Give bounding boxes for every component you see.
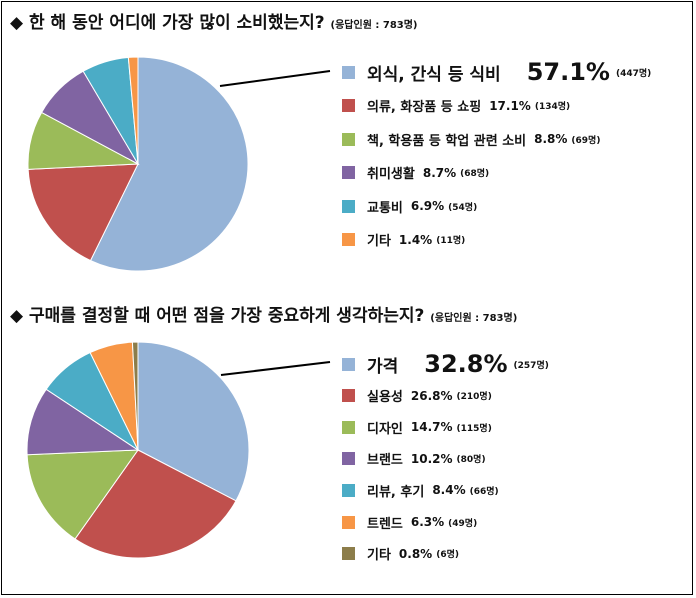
legend-count: (54명) bbox=[448, 202, 478, 213]
legend-percent: 0.8% bbox=[398, 546, 433, 561]
chart1-title: ◆ 한 해 동안 어디에 가장 많이 소비했는지? (응답인원 : 783명) bbox=[10, 13, 418, 33]
chart1-legend-item-4: 취미생활 8.7% (68명) bbox=[342, 163, 489, 183]
chart2-slice-3 bbox=[26, 449, 139, 540]
chart1-legend-item-6: 기타 1.4% (11명) bbox=[342, 230, 465, 250]
legend-percent: 6.3% bbox=[410, 515, 445, 529]
legend-swatch bbox=[342, 452, 355, 466]
chart1-leader-line bbox=[219, 70, 331, 87]
legend-percent: 32.8% bbox=[424, 350, 508, 378]
chart2-legend-item-5: 리뷰, 후기 8.4% (66명) bbox=[342, 480, 499, 500]
legend-swatch bbox=[342, 233, 355, 246]
legend-percent: 17.1% bbox=[489, 98, 531, 113]
legend-percent: 10.2% bbox=[410, 451, 453, 466]
legend-count: (6명) bbox=[436, 550, 459, 561]
legend-swatch bbox=[342, 420, 355, 434]
legend-label: 기타 bbox=[367, 234, 391, 249]
legend-swatch bbox=[342, 547, 355, 561]
legend-label: 의류, 화장품 등 쇼핑 bbox=[367, 100, 482, 115]
chart1-legend-item-2: 의류, 화장품 등 쇼핑 17.1% (134명) bbox=[342, 96, 570, 116]
legend-percent: 57.1% bbox=[526, 58, 610, 86]
chart2-legend-item-1: 가격 32.8% (257명) bbox=[342, 350, 549, 378]
legend-percent: 8.7% bbox=[422, 165, 457, 180]
legend-percent: 8.8% bbox=[534, 132, 568, 146]
chart2-legend-item-3: 디자인 14.7% (115명) bbox=[342, 417, 492, 437]
legend-label: 취미생활 bbox=[367, 167, 415, 182]
legend-count: (210명) bbox=[456, 392, 492, 403]
chart2-legend-item-6: 트렌드 6.3% (49명) bbox=[342, 512, 477, 532]
chart2-slice-4 bbox=[26, 388, 140, 456]
legend-percent: 1.4% bbox=[398, 232, 433, 247]
chart2-slice-7 bbox=[131, 341, 139, 451]
legend-swatch bbox=[342, 132, 355, 146]
legend-count: (447명) bbox=[615, 68, 652, 79]
chart1-slice-6 bbox=[127, 56, 139, 165]
legend-count: (134명) bbox=[534, 102, 571, 112]
legend-swatch bbox=[342, 99, 355, 112]
legend-count: (68명) bbox=[460, 169, 490, 179]
chart2-legend-item-4: 브랜드 10.2% (80명) bbox=[342, 449, 486, 469]
legend-swatch bbox=[342, 483, 355, 497]
legend-label: 교통비 bbox=[367, 200, 403, 216]
legend-label: 실용성 bbox=[367, 390, 403, 406]
legend-percent: 8.4% bbox=[432, 483, 466, 498]
legend-percent: 14.7% bbox=[410, 420, 453, 435]
chart2-slice-1 bbox=[137, 341, 250, 502]
chart2-slice-2 bbox=[74, 449, 237, 559]
legend-count: (66명) bbox=[469, 486, 499, 497]
chart1-respondents: (응답인원 : 783명) bbox=[330, 20, 418, 31]
legend-label: 트렌드 bbox=[367, 516, 403, 532]
legend-count: (80명) bbox=[456, 455, 486, 466]
legend-swatch bbox=[342, 199, 355, 213]
legend-label: 브랜드 bbox=[367, 453, 403, 469]
chart1-slice-1 bbox=[89, 56, 249, 272]
chart1-slice-2 bbox=[27, 163, 139, 262]
legend-count: (257명) bbox=[513, 360, 549, 371]
chart2-legend-item-7: 기타 0.8% (6명) bbox=[342, 544, 459, 564]
legend-percent: 6.9% bbox=[410, 199, 445, 213]
chart2-respondents: (응답인원 : 783명) bbox=[430, 313, 518, 324]
chart2-title: ◆ 구매를 결정할 때 어떤 점을 가장 중요하게 생각하는지? (응답인원 :… bbox=[10, 306, 518, 326]
chart1-legend-item-3: 책, 학용품 등 학업 관련 소비 8.8% (69명) bbox=[342, 129, 600, 149]
legend-count: (69명) bbox=[571, 135, 601, 146]
legend-label: 책, 학용품 등 학업 관련 소비 bbox=[367, 133, 527, 149]
legend-label: 가격 bbox=[367, 356, 399, 377]
legend-count: (11명) bbox=[436, 236, 466, 246]
chart2-legend-item-2: 실용성 26.8% (210명) bbox=[342, 386, 492, 406]
chart1-legend-item-1: 외식, 간식 등 식비 57.1% (447명) bbox=[342, 58, 652, 86]
legend-count: (49명) bbox=[448, 518, 478, 529]
legend-swatch bbox=[342, 65, 355, 79]
chart1-legend-item-5: 교통비 6.9% (54명) bbox=[342, 196, 477, 216]
legend-percent: 26.8% bbox=[410, 388, 453, 403]
legend-label: 디자인 bbox=[367, 421, 403, 437]
legend-swatch bbox=[342, 389, 355, 403]
legend-count: (115명) bbox=[456, 423, 492, 434]
legend-swatch bbox=[342, 357, 355, 371]
legend-label: 리뷰, 후기 bbox=[367, 484, 425, 500]
legend-swatch bbox=[342, 166, 355, 179]
legend-swatch bbox=[342, 515, 355, 529]
chart2-leader-line bbox=[220, 361, 331, 376]
legend-label: 기타 bbox=[367, 548, 391, 564]
legend-label: 외식, 간식 등 식비 bbox=[367, 64, 501, 85]
